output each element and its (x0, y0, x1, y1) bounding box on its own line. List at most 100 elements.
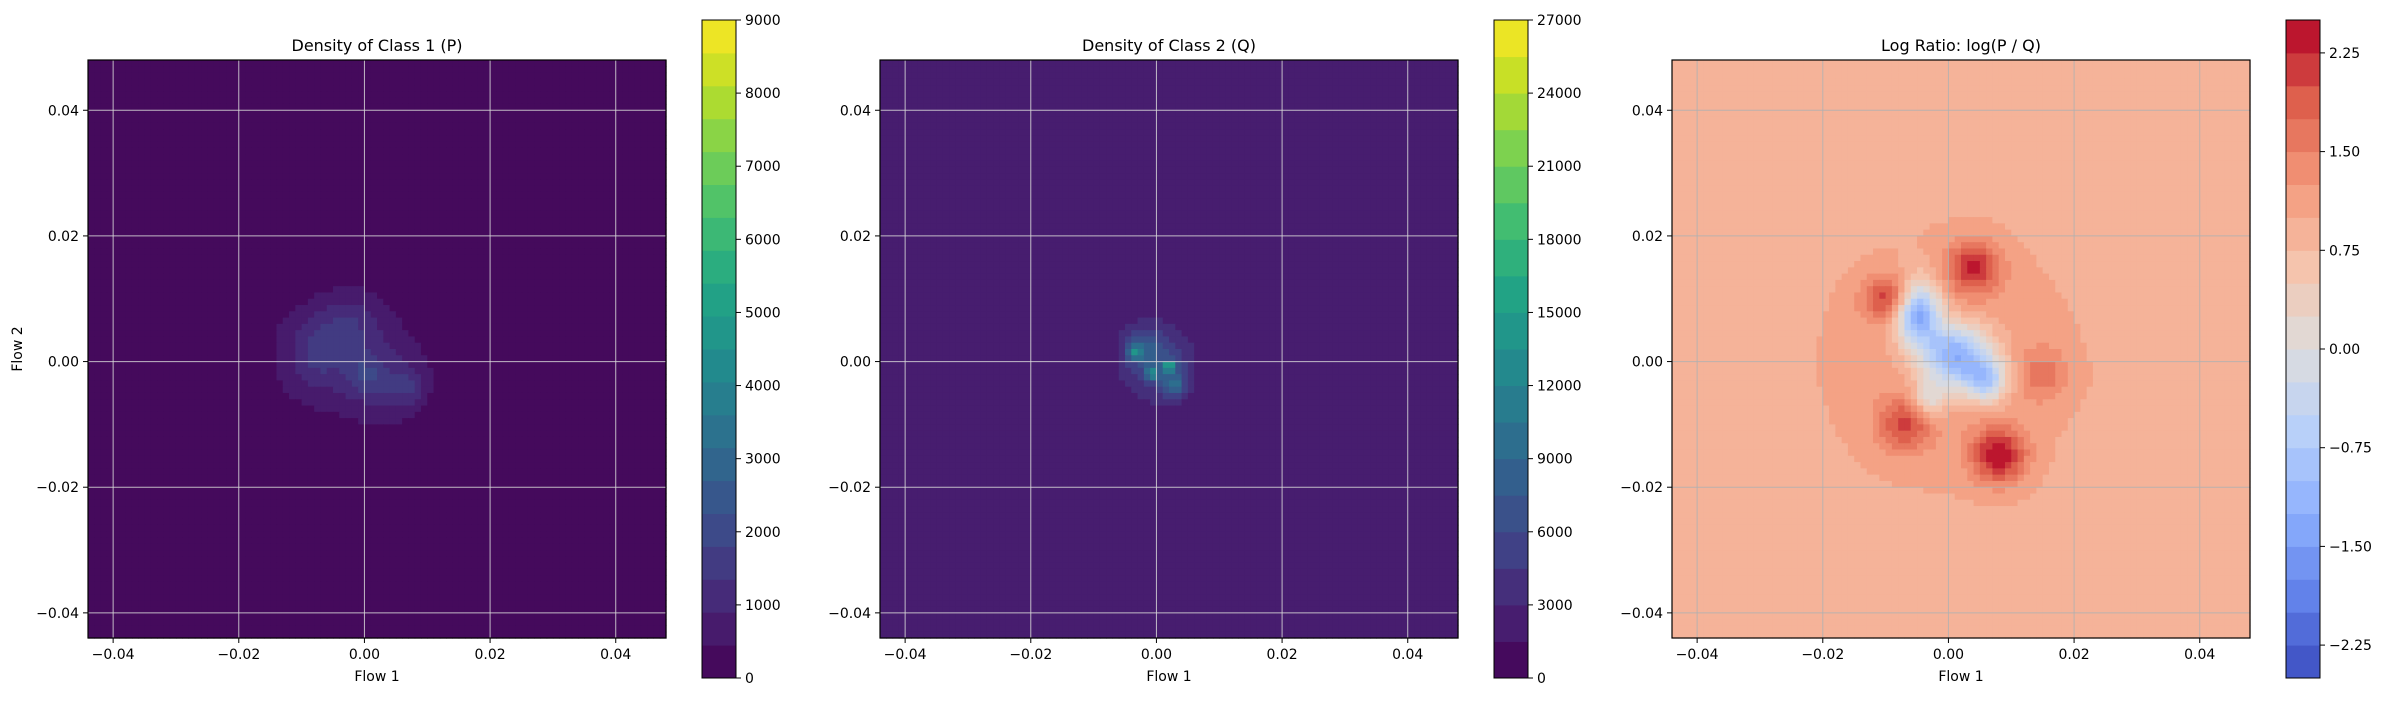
field-cell (659, 336, 667, 344)
field-cell (615, 110, 623, 118)
field-cell (653, 173, 661, 180)
field-cell (433, 355, 441, 363)
field-cell (546, 60, 554, 67)
field-cell (213, 179, 221, 187)
field-cell (408, 317, 416, 325)
field-cell (578, 91, 585, 99)
field-cell (295, 204, 303, 212)
field-cell (634, 160, 642, 168)
field-cell (307, 229, 315, 237)
field-cell (477, 97, 485, 105)
field-cell (307, 198, 315, 206)
field-cell (157, 349, 164, 356)
field-cell (100, 97, 108, 105)
field-cell (226, 342, 234, 350)
field-cell (596, 204, 604, 212)
field-cell (584, 191, 592, 199)
field-cell (307, 72, 315, 80)
field-cell (345, 380, 353, 388)
field-cell (502, 147, 510, 155)
field-cell (358, 267, 366, 275)
field-cell (458, 279, 466, 287)
field-cell (571, 198, 579, 206)
field-cell (207, 367, 215, 375)
field-cell (131, 85, 139, 93)
field-cell (245, 367, 252, 375)
field-cell (395, 292, 403, 300)
field-cell (188, 361, 196, 369)
field-cell (389, 110, 397, 118)
field-cell (251, 273, 259, 281)
field-cell (496, 292, 504, 300)
field-cell (163, 160, 171, 168)
field-cell (534, 254, 541, 262)
field-cell (289, 223, 296, 231)
field-cell (402, 122, 410, 130)
field-cell (540, 235, 548, 243)
field-cell (276, 229, 284, 237)
field-cell (508, 380, 516, 388)
field-cell (194, 342, 202, 350)
field-cell (207, 399, 215, 407)
field-cell (377, 198, 384, 206)
field-cell (628, 160, 636, 168)
field-cell (628, 223, 636, 231)
field-cell (169, 60, 177, 67)
field-cell (125, 122, 133, 130)
field-cell (615, 254, 623, 262)
field-cell (370, 60, 378, 67)
field-cell (628, 103, 636, 111)
field-cell (414, 141, 422, 149)
field-cell (175, 198, 183, 206)
field-cell (339, 229, 347, 237)
field-cell (106, 97, 114, 105)
field-cell (521, 323, 529, 331)
field-cell (201, 380, 208, 388)
field-cell (295, 122, 303, 130)
field-cell (427, 349, 435, 356)
field-cell (100, 261, 108, 268)
field-cell (521, 273, 529, 281)
field-cell (219, 242, 227, 250)
field-cell (439, 261, 447, 268)
field-cell (326, 129, 334, 136)
field-cell (219, 261, 227, 268)
field-cell (314, 135, 322, 143)
field-cell (515, 166, 523, 174)
field-cell (653, 141, 661, 149)
field-cell (383, 60, 391, 67)
field-cell (370, 204, 378, 212)
field-cell (628, 317, 636, 325)
field-cell (188, 349, 196, 356)
field-cell (653, 72, 661, 80)
field-cell (351, 305, 359, 312)
field-cell (471, 141, 479, 149)
field-cell (383, 248, 391, 256)
field-cell (603, 336, 611, 344)
field-cell (515, 198, 523, 206)
field-cell (515, 122, 523, 130)
field-cell (238, 204, 246, 212)
field-cell (433, 97, 441, 105)
field-cell (634, 110, 642, 118)
field-cell (370, 147, 378, 155)
field-cell (622, 267, 629, 275)
field-cell (320, 286, 328, 294)
field-cell (326, 185, 334, 193)
field-cell (420, 147, 428, 155)
field-cell (439, 103, 447, 111)
field-cell (106, 191, 114, 199)
field-cell (559, 317, 567, 325)
field-cell (483, 392, 491, 400)
field-cell (106, 78, 114, 86)
field-cell (263, 154, 271, 162)
field-cell (144, 129, 152, 136)
field-cell (282, 229, 290, 237)
field-cell (232, 235, 240, 243)
field-cell (301, 267, 309, 275)
field-cell (540, 66, 548, 74)
field-cell (213, 336, 221, 344)
field-cell (534, 286, 541, 294)
field-cell (163, 185, 171, 193)
field-cell (546, 311, 554, 319)
